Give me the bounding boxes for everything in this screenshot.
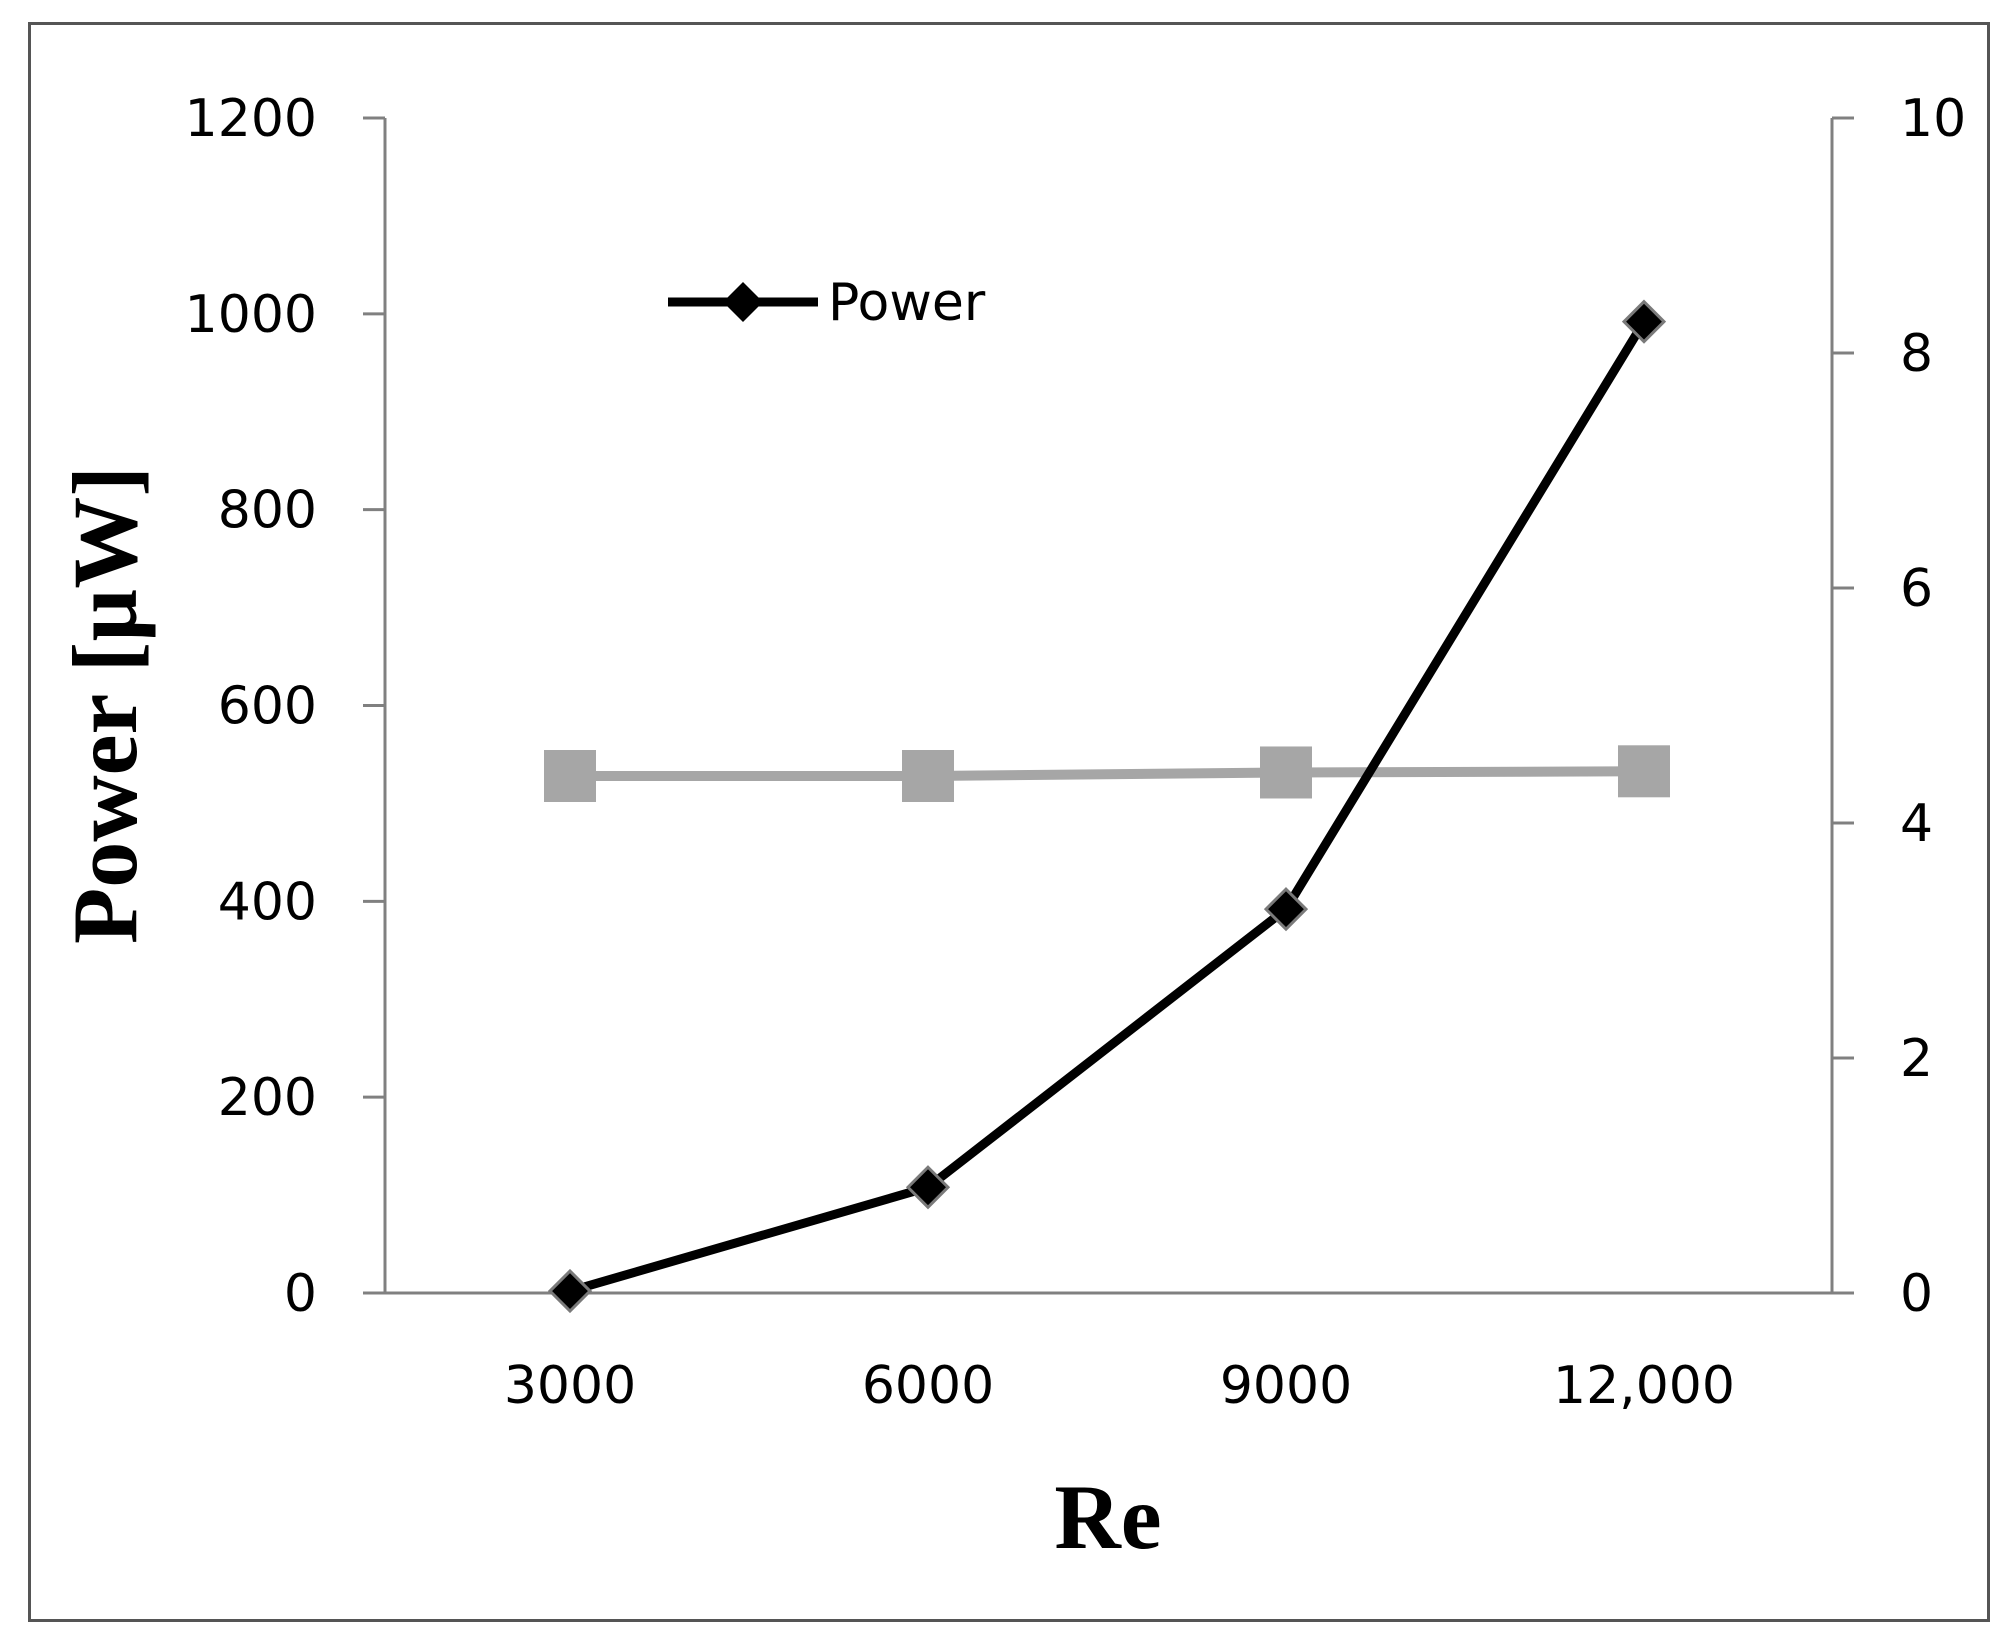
- square-marker: [1618, 745, 1670, 798]
- legend: Power: [668, 273, 986, 333]
- diamond-marker: [1621, 299, 1667, 344]
- legend-marker-power: [723, 282, 763, 322]
- right-y-tick-label: 4: [1900, 794, 1933, 854]
- square-marker: [1260, 746, 1312, 799]
- series-layer: [544, 299, 1670, 1314]
- left-y-tick-label: 800: [218, 481, 317, 541]
- x-tick-label: 3000: [504, 1356, 636, 1416]
- left-y-tick-label: 0: [284, 1264, 317, 1324]
- legend-label-power: Power: [828, 273, 986, 333]
- left-y-tick-label: 1000: [185, 285, 317, 345]
- diamond-marker: [905, 1165, 951, 1210]
- square-marker: [544, 750, 596, 802]
- left-y-tick-label: 400: [218, 872, 317, 932]
- y-axis-title: Power [µW]: [54, 466, 156, 944]
- square-marker: [902, 750, 954, 802]
- right-y-tick-label: 0: [1900, 1264, 1933, 1324]
- right-y-tick-label: 8: [1900, 324, 1933, 384]
- left-y-tick-label: 600: [218, 677, 317, 737]
- x-tick-label: 6000: [862, 1356, 994, 1416]
- x-axis-title: Re: [1054, 1466, 1161, 1568]
- series-line-1: [570, 766, 1645, 781]
- axes-layer: [383, 118, 1834, 1295]
- diamond-marker: [1263, 887, 1309, 932]
- right-y-tick-label: 10: [1900, 89, 1966, 149]
- left-y-tick-label: 200: [218, 1068, 317, 1128]
- right-y-tick-label: 2: [1900, 1029, 1933, 1089]
- right-y-tick-label: 6: [1900, 559, 1933, 619]
- ticks-layer: 0 200 400 600 800 1000 1200 0 2 4 6 8 10 3000 6000 9000…: [185, 89, 1967, 1416]
- x-tick-label: 9000: [1220, 1356, 1352, 1416]
- series-line-0: [568, 319, 1648, 1296]
- left-y-tick-label: 1200: [185, 89, 317, 149]
- diamond-marker: [547, 1268, 593, 1314]
- x-tick-label: 12,000: [1553, 1356, 1735, 1416]
- chart-frame: [28, 22, 1990, 1622]
